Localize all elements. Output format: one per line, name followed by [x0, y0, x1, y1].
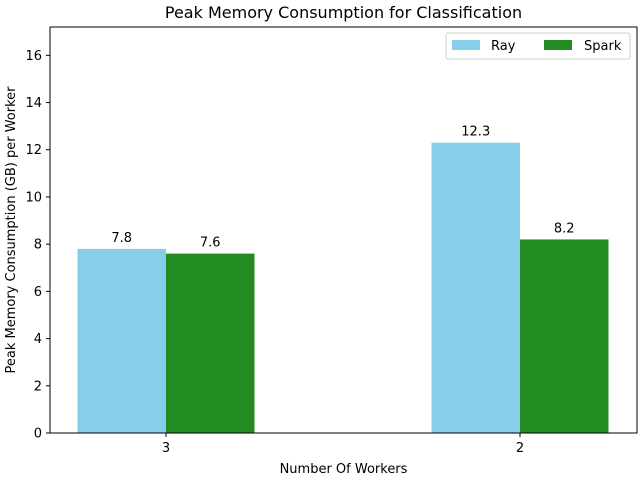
- bar-ray-2: [431, 142, 520, 434]
- bar-value-label: 8.2: [554, 221, 575, 236]
- bar-spark-3: [166, 253, 255, 433]
- x-tick-label: 3: [162, 441, 170, 456]
- legend-label-spark: Spark: [584, 39, 622, 54]
- x-tick-label: 2: [516, 441, 524, 456]
- y-tick-label: 10: [25, 190, 42, 205]
- y-tick-label: 2: [34, 379, 42, 394]
- legend-box: [445, 32, 631, 60]
- bar-value-label: 7.8: [111, 231, 132, 246]
- y-tick-label: 8: [34, 238, 42, 253]
- y-axis-ticks: 0 2 4 6 8 10 12 14 16: [25, 49, 50, 442]
- y-tick-label: 14: [25, 96, 42, 111]
- y-tick-label: 0: [34, 427, 42, 442]
- y-tick-label: 4: [34, 332, 42, 347]
- x-axis-label: Number Of Workers: [280, 462, 408, 477]
- bar-ray-3: [77, 248, 166, 433]
- y-tick-label: 16: [25, 49, 42, 64]
- plot-frame: [49, 26, 638, 434]
- legend-label-ray: Ray: [491, 39, 516, 54]
- legend-swatch-spark: [544, 40, 572, 50]
- y-axis-label: Peak Memory Consumption (GB) per Worker: [4, 86, 19, 374]
- bar-value-label: 12.3: [461, 125, 490, 140]
- bar-spark-2: [520, 239, 609, 433]
- bars-group: 7.8 12.3 7.6 8.2: [77, 125, 609, 434]
- y-tick-label: 6: [34, 285, 42, 300]
- chart-title: Peak Memory Consumption for Classificati…: [165, 3, 522, 22]
- legend: Ray Spark: [445, 32, 631, 60]
- bar-value-label: 7.6: [200, 236, 221, 251]
- y-tick-label: 12: [25, 143, 42, 158]
- legend-swatch-ray: [452, 40, 480, 50]
